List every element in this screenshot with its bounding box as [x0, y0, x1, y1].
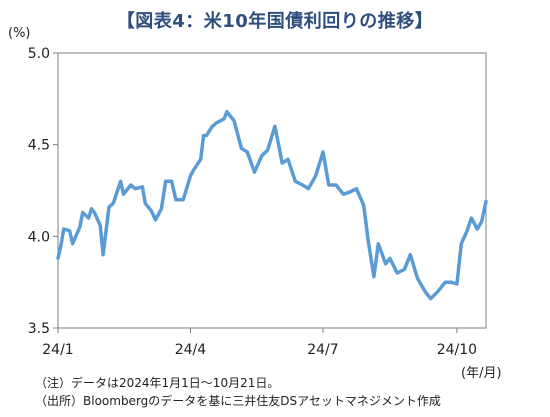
y-tick-label: 4.5 [28, 138, 50, 154]
footnote-data-period: （注）データは2024年1月1日～10月21日。 [35, 376, 280, 390]
x-tick-label: 24/1 [42, 342, 73, 358]
y-tick-label: 3.5 [28, 321, 50, 337]
y-tick-label: 5.0 [28, 46, 50, 62]
plot-frame [57, 52, 487, 329]
x-tick-label: 24/7 [307, 342, 338, 358]
chart-title: 【図表4：米10年国債利回りの推移】 [116, 11, 434, 32]
yield-series-line [56, 109, 488, 301]
y-tick-label: 4.0 [28, 229, 50, 245]
x-tick-label: 24/10 [437, 342, 477, 358]
y-unit-label: (%) [8, 26, 31, 41]
x-tick-label: 24/4 [175, 342, 207, 358]
footnote-source: （出所）Bloombergのデータを基に三井住友DSアセットマネジメント作成 [35, 394, 441, 408]
x-unit-label: (年/月) [461, 366, 502, 381]
